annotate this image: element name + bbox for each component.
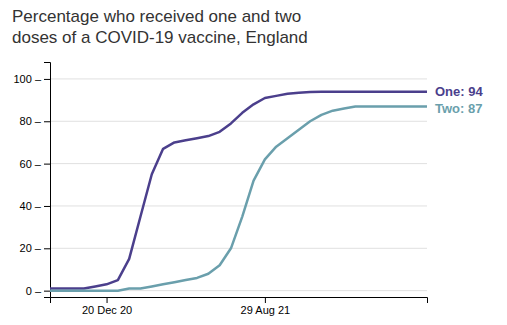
y-tick-label: 100 – bbox=[13, 73, 41, 85]
y-tick-label: 60 – bbox=[20, 158, 42, 170]
x-tick-mark bbox=[265, 297, 266, 303]
y-tick: 0 – bbox=[26, 285, 50, 297]
x-tick-label: 20 Dec 20 bbox=[82, 304, 132, 316]
y-tick: 80 – bbox=[20, 115, 50, 127]
y-tick: 20 – bbox=[20, 242, 50, 254]
y-tick-mark bbox=[44, 206, 50, 207]
y-tick-label: 80 – bbox=[20, 115, 42, 127]
grid-line bbox=[50, 248, 427, 249]
title-line: Percentage who received one and two bbox=[12, 7, 301, 26]
x-axis: 20 Dec 20 29 Aug 21 bbox=[51, 297, 428, 316]
y-tick: 60 – bbox=[20, 158, 50, 170]
y-tick: 40 – bbox=[20, 200, 50, 212]
x-tick-label: 29 Aug 21 bbox=[241, 304, 291, 316]
y-tick-mark bbox=[44, 164, 50, 165]
grid-line bbox=[50, 121, 427, 122]
y-tick-label: 40 – bbox=[20, 200, 42, 212]
plot: 20 Dec 20 29 Aug 21 0 – 20 – 40 – 60 – 80 – 100… bbox=[13, 63, 483, 316]
y-tick-label: 20 – bbox=[20, 242, 42, 254]
title: Percentage who received one and two doses… bbox=[12, 7, 308, 47]
grid-line bbox=[50, 205, 427, 206]
x-tick-mark bbox=[107, 297, 108, 303]
x-axis-line bbox=[51, 298, 428, 304]
y-tick-mark bbox=[44, 121, 50, 122]
annotation: Two: 87 bbox=[435, 101, 482, 116]
grid bbox=[50, 79, 427, 291]
x-tick: 29 Aug 21 bbox=[241, 297, 291, 316]
y-tick-mark bbox=[44, 248, 50, 249]
title-line: doses of a COVID-19 vaccine, England bbox=[12, 28, 308, 47]
series-line bbox=[50, 92, 427, 289]
chart: Percentage who received one and two doses… bbox=[0, 0, 507, 325]
x-tick: 20 Dec 20 bbox=[82, 297, 132, 316]
y-axis: 0 – 20 – 40 – 60 – 80 – 100 – bbox=[13, 63, 50, 298]
y-axis-line bbox=[44, 63, 51, 298]
grid-line bbox=[50, 78, 427, 79]
y-tick-label: 0 – bbox=[26, 285, 42, 297]
lines bbox=[50, 92, 427, 291]
y-tick-mark bbox=[44, 79, 50, 80]
grid-line bbox=[50, 163, 427, 164]
y-tick: 100 – bbox=[13, 73, 50, 85]
y-tick-mark bbox=[44, 291, 50, 292]
series-line bbox=[50, 106, 427, 290]
annotation: One: 94 bbox=[435, 84, 483, 99]
